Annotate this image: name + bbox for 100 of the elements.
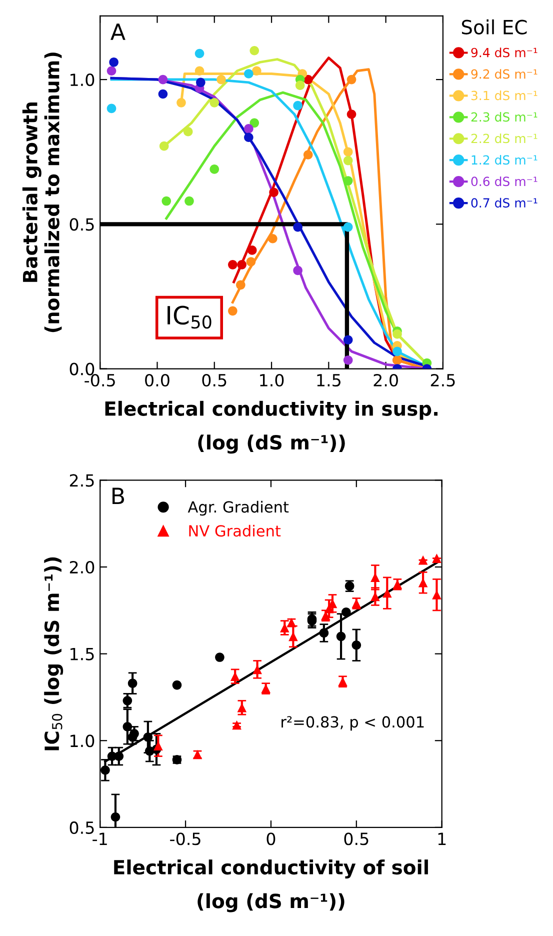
y-axis-title: Bacterial growth (normalized to maximum) bbox=[22, 52, 62, 332]
annotation: IC$_{50}$ bbox=[168, 306, 212, 329]
point bbox=[303, 150, 313, 160]
point bbox=[106, 66, 116, 76]
point bbox=[210, 164, 220, 174]
y-tick-label: 0.5 bbox=[70, 821, 94, 834]
point bbox=[158, 74, 168, 84]
point bbox=[252, 66, 262, 76]
point bbox=[130, 729, 139, 738]
point bbox=[293, 222, 302, 232]
point bbox=[269, 188, 278, 198]
point bbox=[250, 118, 260, 128]
legend-label: 0.6 dS m⁻¹ bbox=[471, 176, 538, 186]
y-tick-label: 0.5 bbox=[70, 218, 94, 231]
legend-label: 2.2 dS m⁻¹ bbox=[471, 134, 538, 144]
legend-label: 2.3 dS m⁻¹ bbox=[471, 112, 538, 122]
point bbox=[109, 58, 118, 67]
point bbox=[228, 306, 238, 316]
point bbox=[268, 234, 278, 244]
point bbox=[114, 752, 124, 761]
point bbox=[158, 89, 168, 99]
point bbox=[247, 246, 257, 255]
point bbox=[194, 66, 204, 76]
point bbox=[176, 98, 186, 108]
point bbox=[319, 628, 329, 638]
point bbox=[210, 98, 220, 108]
point bbox=[237, 260, 246, 270]
point bbox=[280, 623, 290, 632]
point bbox=[244, 124, 254, 134]
point bbox=[295, 80, 305, 90]
y-tick-label: 1.0 bbox=[70, 734, 94, 748]
point bbox=[343, 176, 353, 186]
point bbox=[236, 280, 246, 290]
x-tick-label: -0.5 bbox=[84, 374, 115, 387]
x-tick-label: 1 bbox=[438, 832, 446, 845]
point bbox=[122, 696, 132, 706]
legend-label: 9.4 dS m⁻¹ bbox=[471, 48, 538, 58]
legend-title: Soil EC bbox=[462, 19, 527, 34]
x-tick-label: -0.5 bbox=[170, 832, 200, 846]
point bbox=[293, 266, 302, 276]
point bbox=[215, 652, 224, 662]
y-tick-label: 2.0 bbox=[70, 560, 94, 574]
point bbox=[159, 141, 169, 151]
point bbox=[346, 74, 356, 84]
point bbox=[252, 664, 262, 674]
x-axis-title: Electrical conductivity in susp. (log (dS m⁻¹)) bbox=[105, 400, 438, 454]
x-axis-title: Electrical conductivity of soil (log (dS m⁻¹)) bbox=[114, 860, 428, 912]
point bbox=[343, 335, 353, 345]
point bbox=[341, 607, 351, 617]
y-tick-label: 1.5 bbox=[70, 648, 94, 660]
y-tick-label: 0.0 bbox=[70, 362, 94, 376]
legend-label: 3.1 dS m⁻¹ bbox=[471, 90, 538, 100]
point bbox=[370, 572, 380, 582]
point bbox=[128, 678, 138, 688]
x-tick-label: 2.5 bbox=[430, 374, 455, 387]
point bbox=[246, 257, 256, 266]
x-tick-label: 0.0 bbox=[145, 374, 170, 387]
point bbox=[228, 260, 238, 270]
point bbox=[250, 46, 260, 56]
annotation: r²=0.83, p < 0.001 bbox=[282, 716, 424, 731]
point bbox=[230, 672, 240, 682]
point bbox=[183, 126, 193, 136]
legend-label: 0.7 dS m⁻¹ bbox=[471, 198, 538, 208]
point bbox=[418, 555, 428, 565]
y-tick-label: 2.5 bbox=[70, 474, 94, 487]
point bbox=[244, 132, 254, 142]
point bbox=[184, 196, 194, 206]
x-tick-label: 1.5 bbox=[317, 374, 340, 387]
legend-label: NV Gradient bbox=[189, 524, 281, 537]
point bbox=[343, 147, 353, 157]
point bbox=[293, 100, 302, 110]
x-tick-label: 1.0 bbox=[260, 374, 284, 387]
x-tick-label: -1 bbox=[92, 832, 107, 845]
x-tick-label: 2.0 bbox=[374, 374, 398, 387]
point bbox=[196, 78, 206, 88]
point bbox=[232, 720, 242, 730]
point bbox=[392, 346, 402, 356]
point bbox=[382, 588, 392, 598]
point bbox=[100, 765, 110, 775]
point bbox=[343, 222, 353, 232]
legend-label: 9.2 dS m⁻¹ bbox=[471, 69, 538, 79]
point bbox=[244, 69, 254, 78]
point bbox=[343, 156, 353, 166]
point bbox=[106, 104, 116, 114]
point bbox=[110, 812, 120, 822]
point bbox=[216, 74, 226, 84]
point bbox=[122, 722, 132, 732]
point bbox=[172, 680, 182, 690]
x-tick-label: 0 bbox=[266, 832, 276, 846]
legend-label: Agr. Gradient bbox=[188, 500, 289, 516]
annotation: A bbox=[110, 24, 126, 40]
point bbox=[162, 196, 172, 206]
point bbox=[194, 48, 204, 58]
point bbox=[392, 329, 402, 339]
y-axis-title: IC$_{50}$ (log (dS m⁻¹)) bbox=[44, 557, 64, 750]
point bbox=[343, 355, 353, 365]
point bbox=[346, 110, 356, 119]
point bbox=[288, 632, 298, 642]
point bbox=[432, 554, 442, 563]
y-tick-label: 1.0 bbox=[70, 74, 94, 86]
